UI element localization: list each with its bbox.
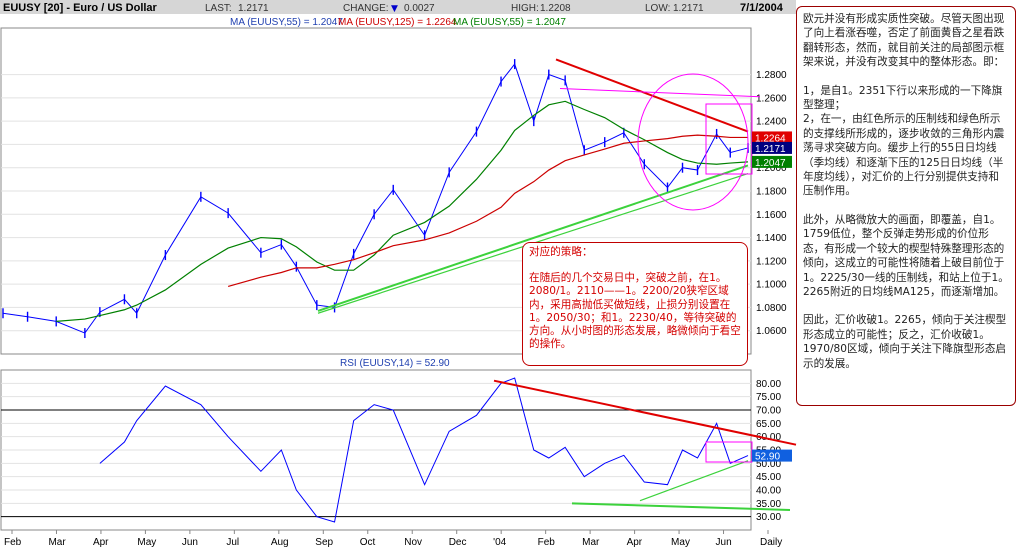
x-tick-label: Oct (360, 537, 376, 548)
x-tick-label: Mar (48, 537, 66, 548)
ma55-value-tag: 1.2047 (752, 155, 792, 169)
x-tick-label: Aug (271, 537, 289, 548)
price-tick-label: 1.2400 (756, 117, 787, 128)
rsi-legend: RSI (EUUSY,14) = 52.90 (340, 358, 450, 369)
x-tick-label: Daily (760, 537, 782, 548)
rsi-rising-line (639, 460, 749, 502)
price-tick-label: 1.1600 (756, 210, 787, 221)
rsi-value-tag: 52.90 (752, 449, 792, 463)
price-tick-label: 1.2600 (756, 93, 787, 104)
ma125-legend: MA (EUUSY,125) = 1.2264 (338, 17, 457, 28)
last-price-tag: 1.2171 (752, 141, 792, 155)
price-tick-label: 1.0600 (756, 326, 787, 337)
support-line (317, 164, 749, 312)
price-tick-label: 1.2800 (756, 70, 787, 81)
price-tick-label: 1.1000 (756, 280, 787, 291)
high-value: 1.2208 (540, 3, 571, 14)
rsi-tick-label: 50.00 (756, 459, 781, 470)
price-tick-label: 1.1800 (756, 187, 787, 198)
x-tick-label: Mar (582, 537, 600, 548)
price-line (2, 63, 749, 334)
ma55-legend: MA (EUUSY,55) = 1.2047 (230, 17, 343, 28)
rsi-resistance-line (493, 379, 797, 446)
x-tick-label: Jul (226, 537, 239, 548)
rsi-tick-label: 30.00 (756, 512, 781, 523)
rsi-tick-label: 75.00 (756, 392, 781, 403)
high-label: HIGH: (511, 3, 539, 14)
chart-title: EUUSY [20] - Euro / US Dollar (3, 2, 158, 14)
low-value: 1.2171 (673, 3, 704, 14)
change-value: 0.0027 (404, 3, 435, 14)
x-tick-label: May (137, 537, 156, 548)
ma55-line (56, 100, 749, 322)
rsi-tick-label: 40.00 (756, 486, 781, 497)
x-tick-label: Feb (538, 537, 556, 548)
focus-circle (637, 73, 749, 211)
ma-lines (56, 100, 749, 322)
wedge-upper-line (559, 88, 761, 98)
x-tick-label: Feb (4, 537, 22, 548)
commentary-p5: 因此，汇价收破1。2265，倾向于关注楔型形态成立的可能性；反之，汇价收破1。1… (803, 314, 1007, 370)
ma55b-legend: MA (EUUSY,55) = 1.2047 (453, 17, 566, 28)
ma125-line (227, 134, 748, 288)
commentary-panel: 欧元并没有形成实质性突破。尽管天图出现了向上看涨吞噬，否定了前面黄昏之星看跌翻转… (796, 6, 1016, 406)
header-bar (0, 0, 796, 14)
value-tag-label: 1.2171 (755, 144, 786, 155)
change-label: CHANGE: (343, 3, 389, 14)
commentary-p1: 欧元并没有形成实质性突破。尽管天图出现了向上看涨吞噬，否定了前面黄昏之星看跌翻转… (803, 13, 1005, 69)
x-tick-label: Nov (404, 537, 422, 548)
ma125-value-tag: 1.2264 (752, 131, 792, 144)
rsi-tick-label: 60.00 (756, 432, 781, 443)
strategy-box: 对应的策略： 在随后的几个交易日中，突破之前，在1。2080/1。2110——1… (522, 242, 748, 366)
rsi-tick-label: 65.00 (756, 419, 781, 430)
rsi-support-line (571, 502, 791, 511)
rsi-lines (99, 377, 749, 523)
x-axis: Feb Mar Apr May Jun Jul Aug Sep Oct Nov Dec '04 Feb M… (4, 530, 782, 548)
x-tick-label: Apr (93, 537, 109, 548)
change-down-arrow-icon: ▼ (391, 4, 398, 14)
resistance-line (555, 58, 749, 133)
value-tag-label: 52.90 (755, 452, 780, 463)
rsi-grid (1, 382, 751, 518)
price-tick-label: 1.0800 (756, 303, 787, 314)
x-tick-label: Apr (627, 537, 643, 548)
rsi-line (99, 377, 749, 523)
commentary-p4: 此外，从略微放大的画面，即覆盖，自1。1759低位，整个反弹走势形成的价位形态，… (803, 213, 1009, 298)
price-grid (1, 74, 751, 332)
rsi-tick-label: 45.00 (756, 472, 781, 483)
last-label: LAST: (205, 3, 232, 14)
commentary-p2: 1，是自1。2351下行以来形成的一下降旗型整理； (803, 84, 1003, 112)
value-tag-label: 1.2264 (755, 133, 786, 144)
strategy-body: 在随后的几个交易日中，突破之前，在1。2080/1。2110——1。2200/2… (529, 272, 741, 351)
rsi-tick-label: 70.00 (756, 406, 781, 417)
price-tick-label: 1.1400 (756, 233, 787, 244)
value-tag-bg (752, 131, 792, 144)
commentary-p3: 2，在一，由红色所示的压制线和绿色所示的支撑线所形成的，逐步收敛的三角形内震荡寻… (803, 113, 1005, 198)
x-tick-label: May (671, 537, 690, 548)
strategy-title: 对应的策略： (529, 246, 593, 258)
price-tick-label: 1.2000 (756, 163, 787, 174)
rsi-tick-label: 35.00 (756, 499, 781, 510)
x-tick-label: Jun (716, 537, 732, 548)
value-tag-bg (752, 155, 792, 168)
last-value: 1.2171 (238, 3, 269, 14)
x-tick-label: '04 (493, 537, 506, 548)
value-tag-bg (752, 449, 792, 462)
x-tick-label: Jun (182, 537, 198, 548)
rsi-tick-label: 80.00 (756, 379, 781, 390)
value-tag-bg (752, 141, 792, 154)
value-tag-label: 1.2047 (755, 158, 786, 169)
price-tick-label: 1.1200 (756, 256, 787, 267)
x-tick-label: Sep (315, 537, 333, 548)
price-bars (2, 59, 749, 339)
low-label: LOW: (645, 3, 670, 14)
x-tick-label: Dec (449, 537, 467, 548)
price-axis: 1.0600 1.0800 1.1000 1.1200 1.1400 1.1600 1.18… (756, 70, 787, 337)
chart-date: 7/1/2004 (740, 2, 784, 14)
